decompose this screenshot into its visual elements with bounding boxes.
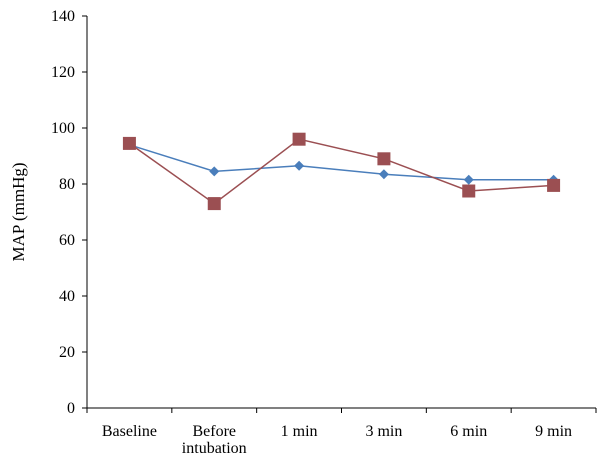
y-tick-label: 140 — [51, 8, 75, 25]
series-2-point — [462, 184, 476, 198]
y-tick-label: 20 — [59, 344, 75, 361]
x-category-label: 3 min — [365, 423, 402, 440]
series-2-point — [377, 152, 391, 166]
x-category-label: Baseline — [102, 423, 157, 440]
y-axis-title: MAP (mmHg) — [9, 162, 28, 261]
y-tick-label: 60 — [59, 232, 75, 249]
y-tick-label: 120 — [51, 64, 75, 81]
x-category-label: Before — [192, 423, 236, 440]
y-tick-label: 100 — [51, 120, 75, 137]
series-2-point — [122, 136, 136, 150]
y-tick-label: 0 — [67, 400, 75, 417]
x-category-label: 9 min — [535, 423, 572, 440]
y-tick-label: 80 — [59, 176, 75, 193]
chart-axes — [86, 16, 596, 409]
series-2-point — [292, 132, 306, 146]
series-1 — [124, 139, 559, 185]
series-2-point — [207, 197, 221, 211]
series-layer — [122, 132, 561, 211]
series-2 — [122, 132, 561, 211]
series-2-line — [128, 138, 554, 205]
x-category-label: 6 min — [450, 423, 487, 440]
series-1-point — [294, 160, 305, 171]
x-category-label: intubation — [182, 440, 247, 457]
series-2-point — [547, 178, 561, 192]
y-tick-label: 40 — [59, 288, 75, 305]
x-category-label: 1 min — [281, 423, 318, 440]
series-1-point — [378, 169, 389, 180]
series-1-point — [209, 166, 220, 177]
series-1-line — [129, 144, 554, 181]
series-1-point — [463, 174, 474, 185]
y-axis-ticks: 0 20 40 60 80 100 120 140 — [51, 8, 87, 417]
